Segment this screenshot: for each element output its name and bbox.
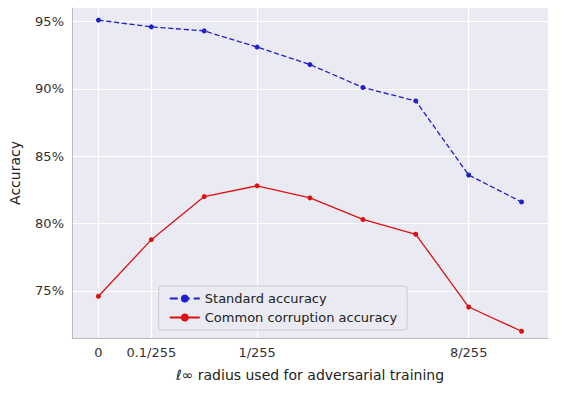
svg-text:0: 0 — [94, 345, 102, 360]
svg-text:85%: 85% — [35, 149, 64, 164]
svg-text:Common corruption accuracy: Common corruption accuracy — [205, 310, 398, 325]
svg-text:90%: 90% — [35, 81, 64, 96]
svg-text:Accuracy: Accuracy — [7, 141, 23, 205]
svg-text:8/255: 8/255 — [450, 345, 487, 360]
svg-text:75%: 75% — [35, 283, 64, 298]
svg-text:ℓ∞ radius used for adversarial: ℓ∞ radius used for adversarial training — [175, 367, 444, 383]
svg-text:80%: 80% — [35, 216, 64, 231]
svg-text:Standard accuracy: Standard accuracy — [205, 291, 327, 306]
svg-text:0.1/255: 0.1/255 — [126, 345, 176, 360]
svg-text:1/255: 1/255 — [238, 345, 275, 360]
svg-text:95%: 95% — [35, 14, 64, 29]
